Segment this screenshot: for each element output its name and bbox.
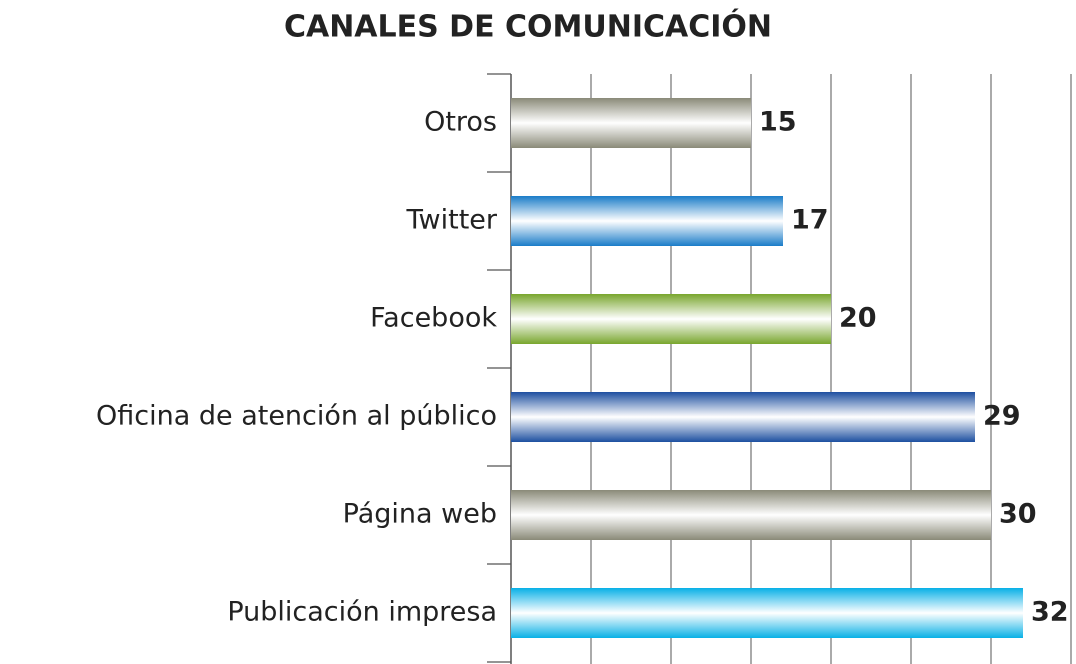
category-label: Twitter [406, 205, 498, 236]
bar [511, 294, 831, 344]
bar [511, 392, 975, 442]
bar [511, 196, 783, 246]
category-label: Oficina de atención al público [96, 401, 497, 432]
value-label: 17 [791, 205, 829, 236]
value-label: 29 [983, 401, 1021, 432]
category-label: Otros [424, 107, 497, 138]
value-label: 15 [759, 107, 797, 138]
value-label: 20 [839, 303, 877, 334]
value-label: 30 [999, 499, 1037, 530]
category-label: Publicación impresa [227, 597, 497, 628]
bar [511, 98, 751, 148]
category-label: Facebook [370, 303, 497, 334]
category-label: Página web [343, 499, 497, 530]
bar [511, 588, 1023, 638]
chart-title: CANALES DE COMUNICACIÓN [284, 8, 772, 45]
value-label: 32 [1031, 597, 1069, 628]
bar [511, 490, 991, 540]
